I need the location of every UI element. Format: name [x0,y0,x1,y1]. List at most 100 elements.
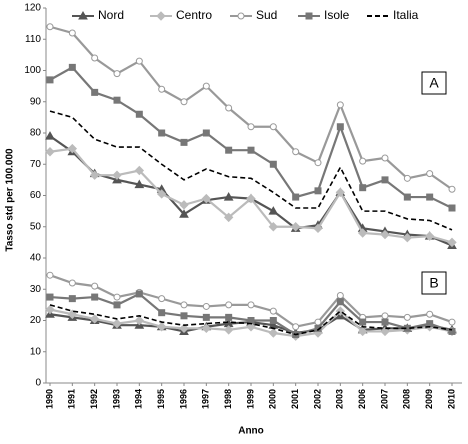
marker [179,209,189,218]
x-tick-label: 2000 [268,389,278,409]
marker [447,237,457,248]
y-tick-label: 50 [30,221,42,232]
marker [158,309,166,317]
marker [359,318,367,326]
marker [68,279,76,287]
marker [448,185,456,193]
marker [313,223,323,234]
marker [357,228,368,238]
marker [158,295,166,303]
annotation: B [429,275,438,291]
x-tick-label: 2001 [290,389,300,409]
marker [246,193,256,204]
y-tick-label: 30 [30,284,42,295]
marker [134,315,145,326]
marker [402,232,413,243]
x-tick-label: 2007 [379,389,389,409]
marker [246,322,256,332]
marker [292,148,300,156]
y-tick-label: 100 [24,65,41,76]
marker [247,301,255,309]
x-tick-label: 2009 [424,389,434,409]
marker [156,189,167,199]
marker [201,323,212,334]
marker [46,271,54,279]
marker [357,326,368,337]
x-tick-label: 1992 [89,389,99,409]
y-tick-label: 40 [30,253,42,264]
annotation-box [421,71,447,95]
marker [180,98,188,106]
marker [179,323,189,334]
y-tick-label: 10 [30,346,42,357]
marker [269,123,277,131]
marker [223,325,234,335]
marker [158,129,166,137]
marker [68,295,76,303]
marker [424,231,435,241]
marker [336,123,344,131]
legend-marker [156,11,166,21]
marker [46,293,54,301]
marker [89,170,100,180]
legend-marker [305,12,313,20]
marker [403,174,411,182]
marker [180,301,188,309]
marker [359,184,367,192]
marker [336,101,344,109]
marker [202,129,210,137]
marker [426,320,434,328]
marker [156,322,167,332]
y-tick-label: 110 [25,34,41,45]
x-tick-label: 1997 [201,389,211,409]
x-tick-label: 2002 [312,389,322,409]
series-line [49,25,453,191]
marker [223,212,234,223]
series-line [49,304,453,336]
annotation-box [421,271,447,295]
marker [448,204,456,212]
marker [91,282,99,290]
marker [202,313,210,321]
marker [46,76,54,84]
marker [448,327,456,335]
marker [113,301,121,309]
marker [314,187,322,195]
y-tick-label: 90 [30,96,42,107]
marker [135,57,143,65]
legend-marker [78,10,88,20]
marker [225,104,233,112]
marker [113,70,121,78]
marker [336,292,344,299]
marker [268,206,279,215]
x-tick-label: 1998 [223,389,233,409]
marker [448,318,456,326]
marker [45,131,55,140]
x-tick-label: 2006 [357,389,367,409]
marker [91,54,99,62]
x-tick-label: 1996 [178,389,188,409]
marker [135,110,143,118]
marker [67,309,78,319]
marker [180,312,188,320]
marker [89,314,100,324]
marker [135,290,143,298]
marker [268,328,279,338]
marker [381,154,389,162]
marker [158,85,166,93]
marker [45,147,55,157]
series-line [49,65,453,209]
marker [426,170,434,178]
marker [180,138,188,146]
marker [179,200,189,210]
marker [269,317,277,324]
legend-label: Isole [324,8,350,22]
marker [112,170,122,180]
marker [268,222,279,232]
marker [91,88,99,96]
y-tick-label: 80 [30,128,42,139]
marker [134,179,145,189]
marker [113,293,121,301]
marker [68,63,76,71]
